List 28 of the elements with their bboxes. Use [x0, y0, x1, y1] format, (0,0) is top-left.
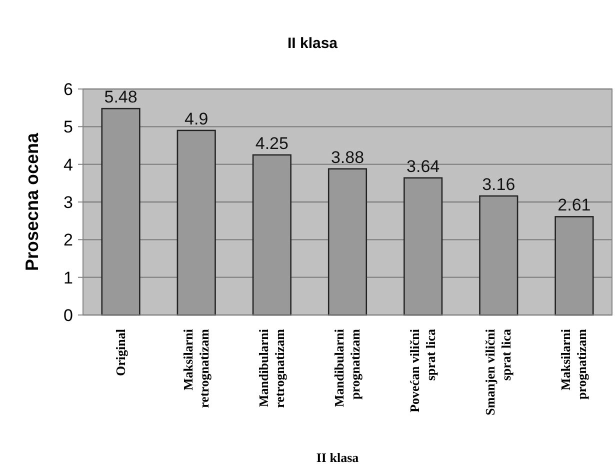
- data-label: 2.61: [558, 196, 591, 215]
- bar: [101, 108, 140, 316]
- data-label: 5.48: [104, 88, 138, 107]
- y-tick-label: 0: [64, 306, 73, 325]
- bar: [554, 216, 594, 316]
- x-tick-label: Original: [112, 328, 128, 376]
- x-tick-label: Povećan vilični sprat lica: [407, 328, 438, 412]
- data-label: 3.88: [330, 148, 364, 167]
- data-label: 3.64: [406, 156, 440, 176]
- y-tick-label: 5: [64, 118, 73, 137]
- bar: [176, 130, 216, 316]
- bar: [252, 154, 292, 316]
- bar: [328, 168, 368, 316]
- bar: [404, 177, 443, 316]
- x-tick-label: Maksilarni retrognatizam: [180, 328, 212, 408]
- bar: [479, 195, 518, 316]
- y-tick-label: 6: [64, 80, 73, 99]
- data-label: 4.9: [184, 109, 208, 128]
- x-tick-label: Smanjen vilični sprat lica: [482, 328, 514, 416]
- y-tick-label: 2: [64, 230, 73, 250]
- data-label: 3.16: [482, 174, 516, 194]
- y-axis-title: Prosecna ocena: [22, 132, 42, 272]
- y-tick-label: 3: [64, 192, 73, 212]
- y-tick-label: 4: [64, 155, 73, 174]
- y-tick-label: 1: [64, 268, 73, 288]
- data-label: 4.25: [255, 134, 288, 153]
- x-axis-title: II klasa: [316, 450, 360, 465]
- chart-title: II klasa: [287, 35, 338, 52]
